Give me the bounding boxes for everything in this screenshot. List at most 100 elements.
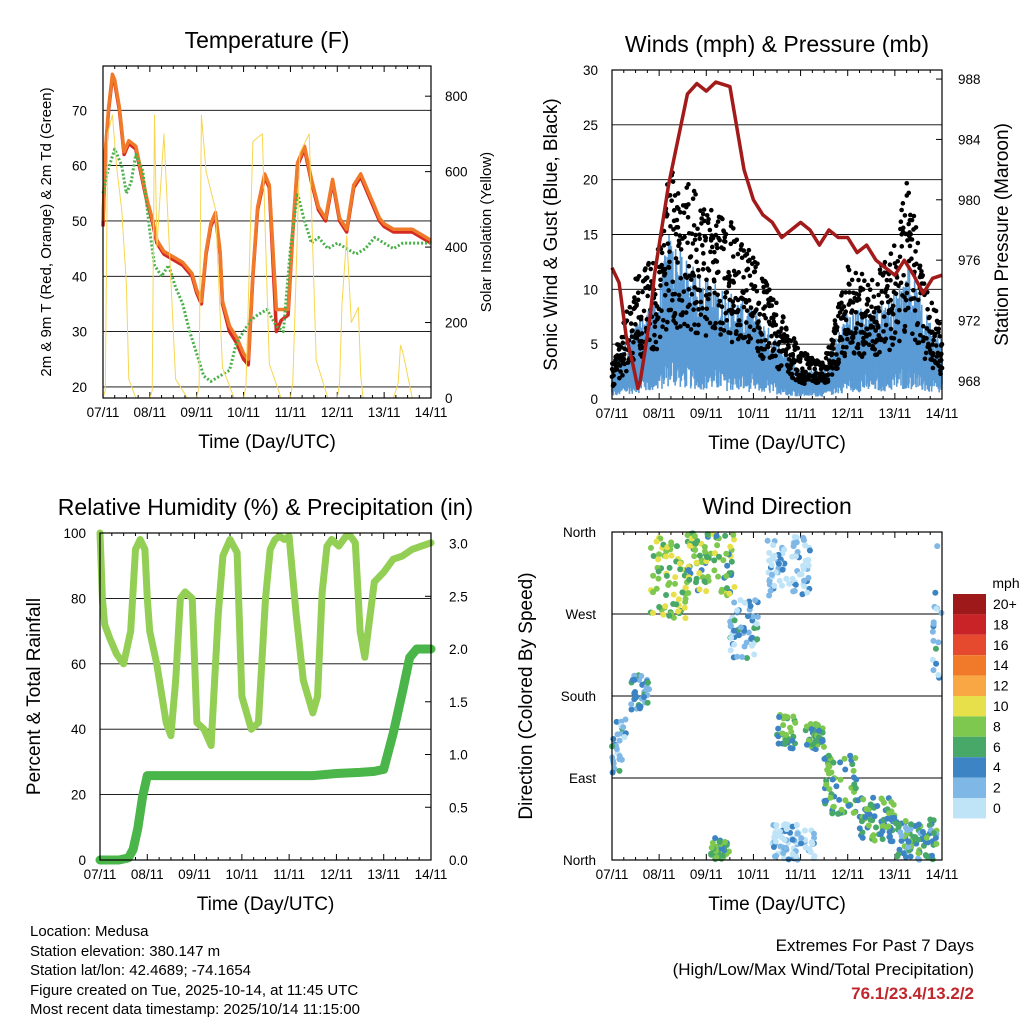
gust-point [632,298,638,303]
gust-point [746,339,751,345]
plot-border [102,65,432,399]
gust-point [658,283,663,288]
gust-point [724,318,730,323]
direction-point [853,776,860,783]
direction-point [613,745,620,752]
direction-point [870,794,877,801]
direction-point [696,552,703,559]
direction-point [858,818,865,825]
gust-point [879,289,885,294]
gust-point [770,297,776,302]
direction-point [841,755,848,762]
gust-point [871,315,876,321]
gust-point [847,282,852,287]
direction-point [886,829,893,836]
gust-point [875,282,880,287]
gust-point [667,249,672,255]
series-2m-td [101,147,431,383]
direction-point [888,816,895,823]
gust-point [618,369,623,374]
direction-point [809,840,816,847]
direction-point [714,542,721,549]
direction-point [895,823,902,830]
direction-point [927,816,934,823]
direction-point [723,573,730,580]
x-tick-label: 13/11 [878,867,911,882]
legend-label: 18 [993,616,1009,632]
gust-point [877,349,882,355]
gust-point [904,282,910,288]
gust-point [720,216,725,222]
direction-point [789,836,796,843]
y-tick-label-left: 20 [72,380,87,395]
direction-point [895,851,902,858]
direction-point [701,544,708,551]
gust-point [855,321,860,326]
gust-point [640,289,645,295]
direction-point [730,627,737,634]
gust-point [677,233,683,238]
gust-point [871,294,877,299]
gust-point [936,326,942,332]
gust-point [736,318,742,323]
direction-point [775,725,782,732]
gust-point [666,265,672,270]
gust-point [714,259,720,264]
x-axis-label: Time (Day/UTC) [198,432,336,453]
direction-point [860,796,867,803]
gust-series [609,170,945,389]
gust-point [687,273,693,279]
gust-point [921,281,927,286]
x-tick-label: 09/11 [690,867,723,882]
gust-point [912,308,918,313]
plot-border [611,69,943,400]
gust-point [704,306,710,312]
direction-point [933,840,940,847]
direction-point [870,832,877,839]
gust-point [727,273,732,279]
direction-point [718,588,725,595]
direction-point [856,825,863,832]
gust-point [920,273,926,278]
gust-point [881,314,887,319]
gust-point [668,224,673,229]
direction-point [932,645,939,652]
gust-point [864,326,870,332]
gust-point [883,322,889,328]
direction-point [923,853,930,860]
y-tick-label-left: East [569,771,596,786]
gust-point [915,240,921,246]
direction-point [731,617,738,624]
gust-point [742,334,748,340]
gust-point [908,231,913,237]
legend-label: 16 [993,637,1009,653]
direction-point [751,651,758,658]
direction-point [726,590,733,597]
gust-point [864,302,870,307]
direction-point [715,573,722,580]
gust-point [902,323,908,329]
direction-point [842,766,849,773]
direction-point [766,578,773,585]
y-tick-label-left: 100 [63,526,86,541]
gust-point [721,246,726,252]
direction-point [609,769,616,776]
legend-label: 10 [993,698,1009,714]
gust-point [839,300,844,306]
direction-point [686,542,693,549]
gust-point [723,310,729,316]
direction-point [842,797,849,804]
gust-point [734,329,739,334]
gust-point [867,332,872,337]
direction-point [711,550,718,557]
legend-swatch [953,736,986,758]
direction-point [799,591,806,598]
gust-point [912,296,917,301]
x-tick-label: 08/11 [643,406,676,421]
direction-point [772,838,779,845]
gust-point [870,324,876,330]
direction-point [801,827,808,834]
y-tick-label-right: 988 [958,72,981,87]
direction-point [781,546,788,553]
